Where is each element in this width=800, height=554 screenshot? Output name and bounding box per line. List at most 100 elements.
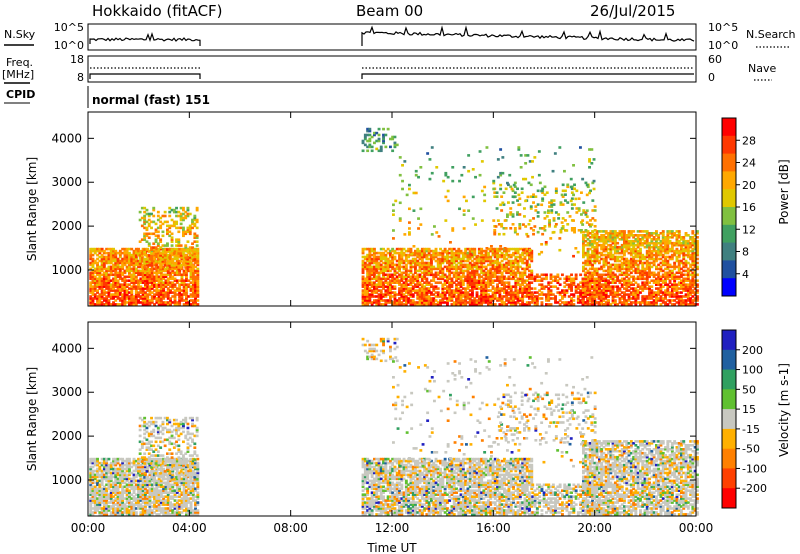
echo-cell [143,238,147,241]
echo-cell [604,285,608,288]
echo-cell [147,218,151,222]
echo-cell [379,257,383,261]
echo-cell [393,145,397,149]
echo-cell [400,251,404,255]
echo-cell [179,216,183,220]
echo-cell [393,143,397,147]
echo-cell [123,303,127,306]
echo-cell [650,249,654,253]
echo-cell [379,289,383,292]
echo-cell [382,287,385,290]
echo-cell [393,293,397,296]
echo-cell [112,303,115,306]
echo-cell [150,301,154,304]
echo-cell [507,261,511,265]
echo-cell [489,273,493,277]
echo-cell [549,277,553,281]
echo-cell [521,287,525,290]
echo-cell [559,201,563,204]
echo-cell [366,273,370,277]
echo-cell [661,236,665,239]
echo-cell [602,293,606,296]
echo-cell [166,289,170,292]
echo-cell [661,281,665,284]
echo-cell [398,261,401,265]
echo-cell [441,267,445,271]
echo-cell [600,253,604,257]
echo-cell [593,257,597,261]
echo-cell [559,203,563,206]
echo-cell [543,211,547,214]
echo-cell [682,301,686,304]
echo-cell [639,261,642,265]
echo-cell [582,297,585,300]
echo-cell [416,283,420,286]
echo-cell [134,295,138,298]
echo-cell [514,267,518,271]
echo-cell [609,257,613,261]
echo-cell [691,249,695,253]
echo-cell [368,293,372,296]
echo-cell [145,212,149,216]
echo-cell [664,245,667,249]
echo-cell [398,253,401,257]
echo-cell [363,301,367,304]
echo-cell [597,283,601,286]
echo-cell [609,281,613,284]
echo-cell [512,263,515,267]
echo-cell [439,293,442,296]
echo-cell [598,239,601,243]
echo-cell [157,251,161,255]
echo-cell [377,285,381,288]
echo-cell [400,261,404,265]
echo-cell [182,208,185,212]
echo-cell [670,299,674,302]
echo-cell [593,267,597,271]
echo-cell [170,244,174,247]
echo-cell [477,247,481,251]
echo-cell [171,257,175,261]
echo-cell [375,271,379,275]
echo-cell [150,254,153,257]
echo-cell [164,303,168,306]
echo-cell [423,293,427,296]
echo-cell [196,287,200,290]
echo-cell [673,234,677,237]
echo-cell [609,249,613,253]
echo-cell [377,257,381,261]
echo-cell [556,275,560,279]
echo-cell [114,275,118,279]
echo-cell [171,287,175,290]
echo-cell [432,273,436,277]
echo-cell [150,277,154,281]
echo-cell [434,249,438,253]
echo-cell [591,267,594,271]
echo-cell [400,285,404,288]
echo-cell [189,271,193,275]
echo-cell [143,216,147,220]
echo-cell [657,234,661,237]
echo-cell [366,253,370,257]
echo-cell [629,253,633,257]
echo-cell [664,303,667,306]
echo-cell [696,261,699,265]
echo-cell [682,251,686,255]
echo-cell [675,275,679,279]
echo-cell [432,257,436,261]
echo-cell [473,257,477,261]
echo-cell [430,253,433,257]
echo-cell [613,263,617,267]
echo-cell [643,287,647,290]
echo-cell [427,263,431,267]
echo-cell [548,205,551,208]
echo-cell [391,285,395,288]
echo-cell [464,247,468,251]
echo-cell [368,139,372,143]
echo-cell [155,277,159,281]
echo-cell [461,281,465,284]
echo-cell [171,283,175,286]
echo-cell [523,291,527,294]
echo-cell [613,267,617,271]
echo-cell [507,253,511,257]
echo-cell [477,297,481,300]
